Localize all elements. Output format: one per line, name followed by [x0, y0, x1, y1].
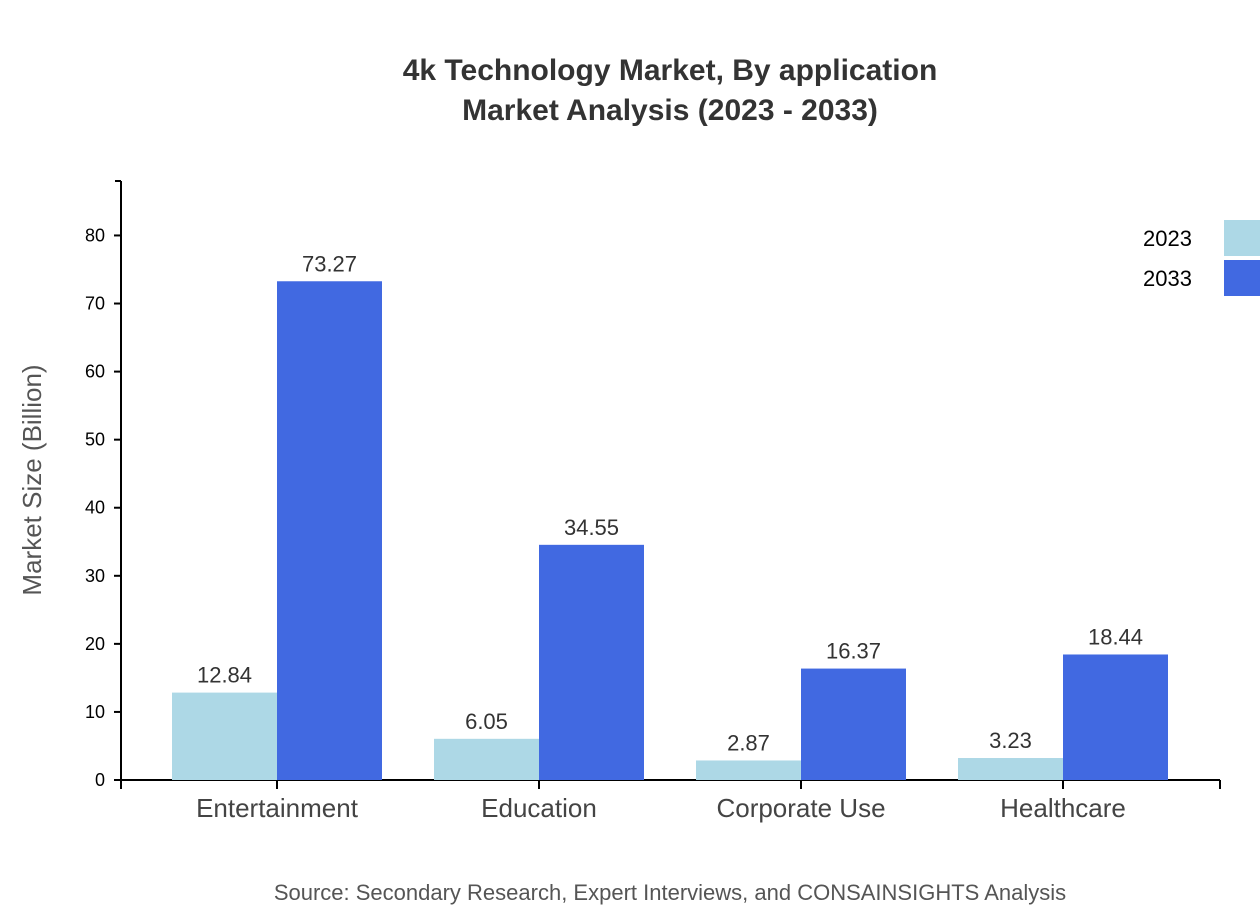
data-label: 16.37: [826, 639, 881, 664]
y-tick-label: 0: [95, 770, 105, 790]
legend-swatch: [1224, 260, 1260, 296]
y-tick-label: 70: [85, 294, 105, 314]
data-label: 3.23: [989, 728, 1032, 753]
legend-label: 2033: [1143, 266, 1192, 291]
data-label: 2.87: [727, 730, 770, 755]
bar-2033: [539, 544, 644, 780]
chart-subtitle: Market Analysis (2023 - 2033): [462, 94, 878, 127]
y-tick-label: 20: [85, 634, 105, 654]
bar-2023: [696, 760, 801, 780]
y-tick-label: 40: [85, 498, 105, 518]
y-axis-label: Market Size (Billion): [17, 364, 47, 595]
source-note: Source: Secondary Research, Expert Inter…: [274, 880, 1066, 905]
bar-2023: [958, 758, 1063, 780]
bar-2033: [277, 281, 382, 780]
bar-2023: [172, 692, 277, 780]
x-tick-label: Corporate Use: [716, 793, 885, 823]
data-label: 34.55: [564, 515, 619, 540]
x-tick-label: Healthcare: [1000, 793, 1126, 823]
x-tick-label: Education: [481, 793, 597, 823]
y-tick-label: 50: [85, 430, 105, 450]
legend-swatch: [1224, 220, 1260, 256]
axes: 0 10 20 30 40 50 60 70 80 Entertainment Education C…: [85, 180, 1221, 823]
x-tick-label: Entertainment: [196, 793, 359, 823]
y-tick-label: 80: [85, 225, 105, 245]
bar-2033: [1063, 654, 1168, 780]
y-tick-label: 10: [85, 702, 105, 722]
data-label: 12.84: [197, 663, 252, 688]
data-label: 6.05: [465, 709, 508, 734]
y-tick-label: 30: [85, 566, 105, 586]
bar-2033: [801, 668, 906, 780]
legend: 2023 2033: [1143, 220, 1260, 296]
bars: 12.84 73.27 6.05 34.55 2.87 16.37 3.23 18.44: [172, 251, 1168, 780]
data-label: 73.27: [302, 251, 357, 276]
legend-label: 2023: [1143, 226, 1192, 251]
chart-title: 4k Technology Market, By application: [403, 54, 938, 87]
data-label: 18.44: [1088, 624, 1143, 649]
y-tick-label: 60: [85, 362, 105, 382]
bar-2023: [434, 738, 539, 780]
